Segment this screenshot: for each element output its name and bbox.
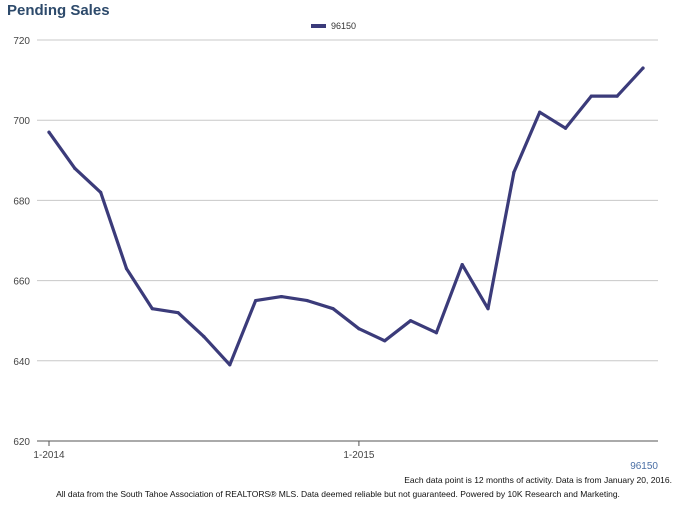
data-point [460,262,464,267]
data-point [99,190,103,194]
series-label: 96150 [630,461,658,472]
y-tick-label: 720 [13,36,30,47]
chart-title: Pending Sales [7,2,110,19]
data-point [228,363,232,367]
series [47,66,645,367]
data-point [357,327,361,331]
data-point [615,94,619,98]
y-tick-label: 700 [13,116,30,127]
x-tick-label: 1-2015 [343,450,375,461]
legend-swatch [311,24,326,28]
data-point [73,166,77,170]
y-tick-label: 680 [13,196,30,207]
data-point [279,295,284,299]
data-point [538,110,542,114]
x-axis: 1-2014 1-2015 [33,441,375,461]
data-point [512,170,516,174]
data-point [176,311,180,315]
y-tick-label: 640 [13,357,30,368]
y-axis: 620 640 660 680 700 720 [13,36,30,448]
data-point [150,307,154,311]
data-point [202,335,206,339]
data-point [641,66,645,70]
y-tick-label: 660 [13,277,30,288]
data-point [563,126,568,130]
data-point [305,299,309,303]
data-point [47,130,51,134]
grid [37,39,658,442]
data-point [408,319,413,323]
y-tick-label: 620 [13,437,30,448]
legend-label: 96150 [331,21,357,31]
data-note: Each data point is 12 months of activity… [404,475,672,485]
data-point [486,307,490,311]
data-point [331,307,335,311]
x-tick-label: 1-2014 [33,450,65,461]
data-point [589,94,593,98]
legend: 96150 [311,21,356,31]
data-point [124,266,129,271]
data-point [383,339,387,343]
footer-disclaimer: All data from the South Tahoe Associatio… [56,489,620,499]
data-point [434,331,438,335]
series-line-96150 [47,66,645,367]
data-point [254,299,258,303]
